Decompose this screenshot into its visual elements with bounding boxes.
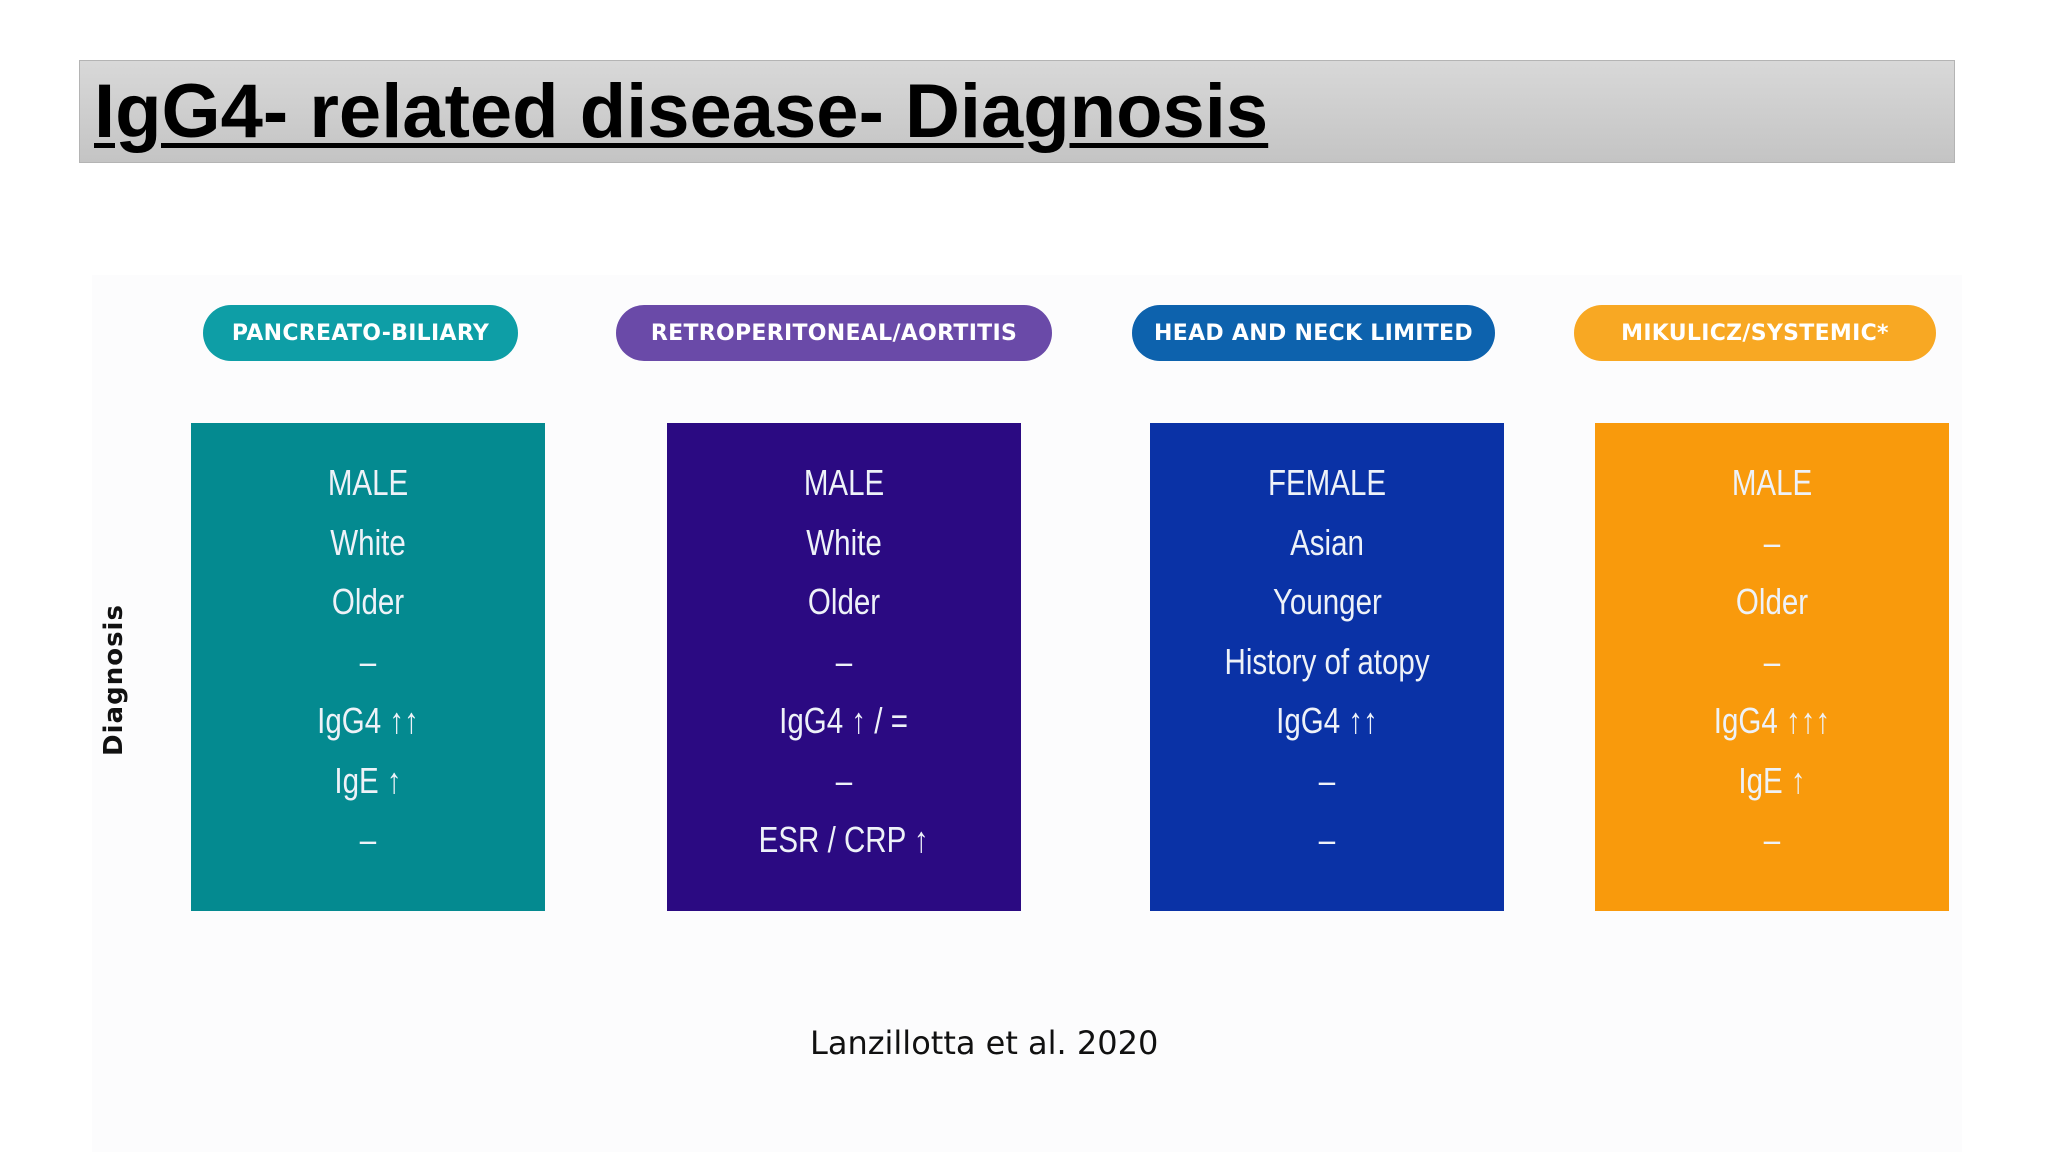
card-line-igg4: IgG4 ↑ / = (779, 700, 909, 741)
phenotype-card-retroperitoneal-aortitis: MALE White Older – IgG4 ↑ / = – ESR / CR… (667, 423, 1021, 911)
title-bar (79, 60, 1955, 163)
phenotype-card-pancreato-biliary: MALE White Older – IgG4 ↑↑ IgE ↑ – (191, 423, 545, 911)
card-line-ige: IgE ↑ (334, 759, 402, 801)
card-line-sex: MALE (327, 462, 409, 503)
card-line-atopy: – (1763, 640, 1781, 682)
phenotype-pill-pancreato-biliary: PANCREATO-BILIARY (203, 305, 518, 361)
card-line-igg4: IgG4 ↑↑ (317, 700, 419, 741)
card-line-inflammation: – (1318, 819, 1336, 860)
phenotype-pill-retroperitoneal-aortitis: RETROPERITONEAL/AORTITIS (616, 305, 1052, 361)
card-line-age: Older (807, 581, 881, 622)
card-line-ethnicity: White (806, 521, 882, 563)
citation: Lanzillotta et al. 2020 (810, 1024, 1159, 1062)
card-line-igg4: IgG4 ↑↑↑ (1713, 700, 1831, 741)
card-line-atopy: – (835, 640, 853, 682)
card-line-sex: FEMALE (1267, 462, 1387, 503)
card-line-atopy: – (359, 640, 377, 682)
card-line-inflammation: – (1763, 819, 1781, 860)
slide-title: IgG4- related disease- Diagnosis (94, 69, 1269, 154)
card-line-ethnicity: White (330, 521, 406, 563)
card-line-sex: MALE (803, 462, 885, 503)
phenotype-pill-head-and-neck-limited: HEAD AND NECK LIMITED (1132, 305, 1495, 361)
card-line-age: Older (331, 581, 405, 622)
card-line-age: Younger (1272, 581, 1382, 622)
card-line-ige: – (1318, 759, 1336, 801)
diagnosis-axis-label: Diagnosis (99, 604, 129, 756)
card-line-igg4: IgG4 ↑↑ (1276, 700, 1378, 741)
card-line-ige: – (835, 759, 853, 801)
phenotype-card-mikulicz-systemic: MALE – Older – IgG4 ↑↑↑ IgE ↑ – (1595, 423, 1949, 911)
card-line-inflammation: – (359, 819, 377, 860)
phenotype-card-head-and-neck-limited: FEMALE Asian Younger History of atopy Ig… (1150, 423, 1504, 911)
card-line-ethnicity: – (1763, 521, 1781, 563)
phenotype-pill-mikulicz-systemic: MIKULICZ/SYSTEMIC* (1574, 305, 1936, 361)
card-line-age: Older (1735, 581, 1809, 622)
card-line-atopy: History of atopy (1224, 640, 1430, 682)
card-line-ige: IgE ↑ (1738, 759, 1806, 801)
card-line-ethnicity: Asian (1290, 521, 1364, 563)
card-line-inflammation: ESR / CRP ↑ (758, 819, 930, 860)
card-line-sex: MALE (1731, 462, 1813, 503)
